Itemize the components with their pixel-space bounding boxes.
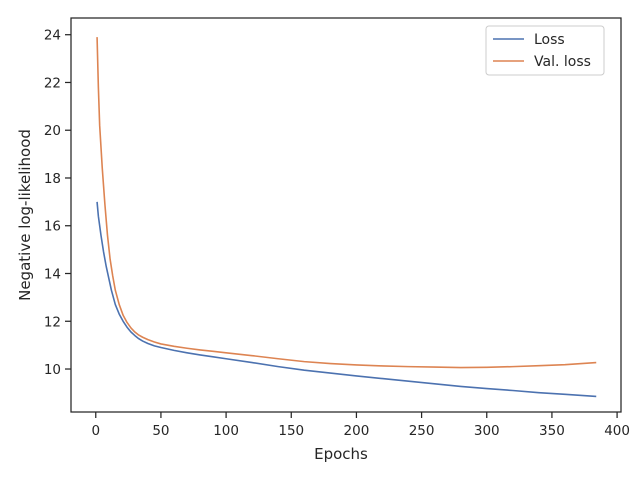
legend: Loss Val. loss: [485, 25, 605, 76]
series-line-val-loss: [96, 37, 597, 369]
plot-background: [71, 18, 621, 412]
x-tick-label: 350: [539, 423, 565, 439]
x-axis-label: Epochs: [314, 445, 368, 463]
y-tick-label: 12: [44, 314, 61, 330]
x-tick-label: 250: [409, 423, 435, 439]
x-tick-label: 400: [604, 423, 630, 439]
x-tick-label: 50: [152, 423, 169, 439]
x-tick-label: 200: [344, 423, 370, 439]
y-tick-label: 14: [44, 267, 61, 283]
y-ticks: 10 12 14 16 18 20 22 24: [44, 28, 71, 378]
series-layer: [96, 37, 597, 398]
y-tick-label: 10: [44, 362, 61, 378]
y-tick-label: 22: [44, 75, 61, 91]
y-tick-label: 20: [44, 123, 61, 139]
x-tick-label: 0: [91, 423, 100, 439]
y-tick-label: 16: [44, 219, 61, 235]
series-line-loss: [96, 201, 597, 398]
x-tick-label: 300: [474, 423, 500, 439]
plot-frame: [70, 17, 622, 413]
x-ticks: 0 50 100 150 200 250 300 350 400: [91, 412, 630, 439]
y-tick-label: 18: [44, 171, 61, 187]
x-tick-label: 100: [213, 423, 239, 439]
y-axis-label: Negative log-likelihood: [16, 129, 34, 301]
legend-label-val-loss: Val. loss: [534, 54, 591, 70]
legend-label-loss: Loss: [534, 32, 565, 48]
x-tick-label: 150: [278, 423, 304, 439]
y-tick-label: 24: [44, 28, 61, 44]
